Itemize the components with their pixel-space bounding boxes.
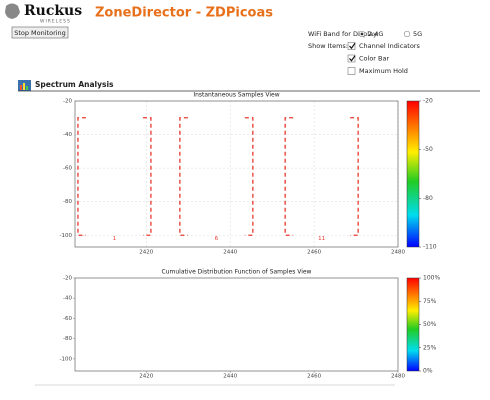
plot-frame <box>74 100 399 248</box>
show-items-label: Show Items: <box>308 42 348 50</box>
check-mark[interactable] <box>349 55 356 62</box>
channel-bracket <box>77 117 86 236</box>
check-mark[interactable] <box>349 42 356 50</box>
y-tick-label: -60 <box>63 316 72 322</box>
plot-frame <box>74 277 399 372</box>
x-tick-label: 2420 <box>139 374 153 380</box>
x-tick-label: 2440 <box>223 374 237 380</box>
colorbar-label: -80 <box>423 195 433 202</box>
radio-label[interactable]: 2.4G <box>368 30 383 38</box>
colorbar-label: -20 <box>423 98 433 105</box>
checkbox-label[interactable]: Color Bar <box>359 55 389 63</box>
logo-icon <box>5 3 20 19</box>
colorbar-label: 50% <box>423 321 437 328</box>
button-label[interactable]: Stop Monitoring <box>14 29 66 37</box>
icon-bar <box>23 83 25 90</box>
color-bar <box>406 100 420 248</box>
icon-bar <box>20 85 22 90</box>
colorbar-label: 75% <box>423 298 437 305</box>
colorbar-label: 25% <box>423 344 437 351</box>
y-tick-label: -100 <box>60 356 73 362</box>
channel-label: 6 <box>215 236 219 242</box>
checkbox[interactable] <box>347 67 356 75</box>
channel-bracket <box>284 117 294 236</box>
chart-title: Cumulative Distribution Function of Samp… <box>162 269 312 276</box>
logo-sub: WIRELESS <box>40 19 71 25</box>
checkbox-label[interactable]: Channel Indicators <box>359 42 420 50</box>
radio-dot[interactable] <box>360 32 364 36</box>
channel-bracket <box>142 117 152 236</box>
checkbox-label[interactable]: Maximum Hold <box>359 67 408 75</box>
channel-label: 1 <box>113 236 117 242</box>
x-tick-label: 2460 <box>307 250 321 256</box>
checkbox[interactable] <box>347 42 356 50</box>
logo-text: Ruckus <box>24 3 82 19</box>
y-tick-label: -40 <box>63 296 72 302</box>
button-box[interactable] <box>11 26 69 39</box>
section-icon <box>18 80 31 91</box>
y-tick-label: -20 <box>63 276 72 282</box>
radio[interactable] <box>403 30 411 38</box>
x-tick-label: 2440 <box>223 250 237 256</box>
x-tick-label: 2420 <box>139 250 153 256</box>
y-tick-label: -60 <box>63 166 72 172</box>
channel-label: 11 <box>318 236 325 242</box>
channel-bracket <box>350 117 359 236</box>
radio-label[interactable]: 5G <box>413 30 422 38</box>
y-tick-label: -20 <box>63 99 72 105</box>
x-tick-label: 2480 <box>391 250 405 256</box>
band-label: WiFi Band for Display: <box>308 30 379 38</box>
y-tick-label: -80 <box>63 199 72 205</box>
x-tick-label: 2480 <box>391 374 405 380</box>
chart-title: Instantaneous Samples View <box>193 92 279 99</box>
colorbar-label: -50 <box>423 146 433 153</box>
y-tick-label: -40 <box>63 132 72 138</box>
icon-bar <box>26 86 28 90</box>
logo: Ruckus WIRELESS <box>5 3 82 25</box>
stop-button[interactable]: Stop Monitoring <box>11 26 69 39</box>
section-title: Spectrum Analysis <box>35 80 114 89</box>
y-tick-label: -80 <box>63 336 72 342</box>
colorbar-label: 100% <box>423 275 440 282</box>
x-tick-label: 2460 <box>307 374 321 380</box>
channel-bracket <box>179 117 188 236</box>
colorbar-label: 0% <box>423 368 433 375</box>
colorbar-label: -110 <box>423 244 437 251</box>
channel-bracket <box>244 117 254 236</box>
y-tick-label: -100 <box>60 233 73 239</box>
color-bar <box>406 277 420 372</box>
checkbox[interactable] <box>347 54 356 63</box>
page-title: ZoneDirector - ZDPicoas <box>95 6 273 21</box>
